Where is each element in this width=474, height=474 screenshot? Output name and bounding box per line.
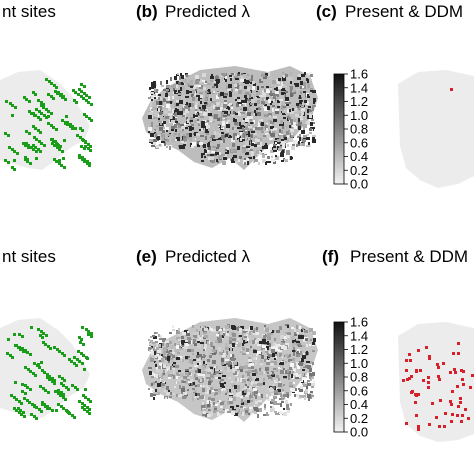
colorbar-tick-label: 1.0 [350,356,368,371]
colorbar-tick-label: 1.2 [350,94,368,109]
colorbar-tick-label: 1.4 [350,80,368,95]
colorbar-bottom: 1.61.41.21.00.80.60.40.20.0 [333,315,368,440]
panel-b-map [142,66,318,170]
colorbar-tick-label: 0.0 [350,425,368,440]
panel-c-map [398,70,474,188]
panel-a-map [0,70,93,171]
svg-text:Present & DDM: Present & DDM [350,247,468,266]
svg-text:Predicted λ: Predicted λ [165,2,251,21]
colorbar-tick-label: 0.6 [350,135,368,150]
svg-text:(f): (f) [322,247,339,266]
panel-f-title: (f) Present & DDM [322,247,468,266]
panel-c-title: (c) Present & DDM [316,2,463,21]
panel-e-map [142,318,318,422]
colorbar-tick-label: 0.2 [350,163,368,178]
panel-d-title: nt sites [2,247,56,266]
colorbar-tick-label: 0.4 [350,397,368,412]
svg-text:Present & DDM: Present & DDM [345,2,463,21]
svg-text:Predicted λ: Predicted λ [165,247,251,266]
panel-e-title: (e) Predicted λ [136,247,251,266]
colorbar-top: 1.61.41.21.00.80.60.40.20.0 [333,67,368,192]
svg-text:nt sites: nt sites [2,2,56,21]
panel-a-title: nt sites [2,2,56,21]
panel-b-title: (b) Predicted λ [136,2,251,21]
panel-b-terrain [148,72,316,165]
panel-d-presence-pixels [6,326,93,420]
colorbar-tick-label: 0.8 [350,370,368,385]
svg-text:(c): (c) [316,2,337,21]
colorbar-tick-label: 1.6 [350,67,368,82]
svg-text:(b): (b) [136,2,158,21]
panel-a-presence-pixels [4,78,93,171]
svg-text:(e): (e) [136,247,157,266]
colorbar-tick-label: 1.0 [350,108,368,123]
colorbar-tick-label: 1.4 [350,328,368,343]
svg-text:nt sites: nt sites [2,247,56,266]
panel-d-map [0,318,93,420]
colorbar-tick-label: 0.8 [350,122,368,137]
colorbar-tick-label: 0.2 [350,411,368,426]
colorbar-tick-label: 1.2 [350,342,368,357]
panel-e-terrain [148,324,316,418]
colorbar-tick-label: 1.6 [350,315,368,330]
colorbar-tick-label: 0.4 [350,149,368,164]
panel-c-present-pixel [450,88,453,91]
colorbar-tick-label: 0.6 [350,383,368,398]
colorbar-tick-label: 0.0 [350,177,368,192]
panel-f-present-pixels [402,342,474,431]
panel-f-map [398,322,474,442]
